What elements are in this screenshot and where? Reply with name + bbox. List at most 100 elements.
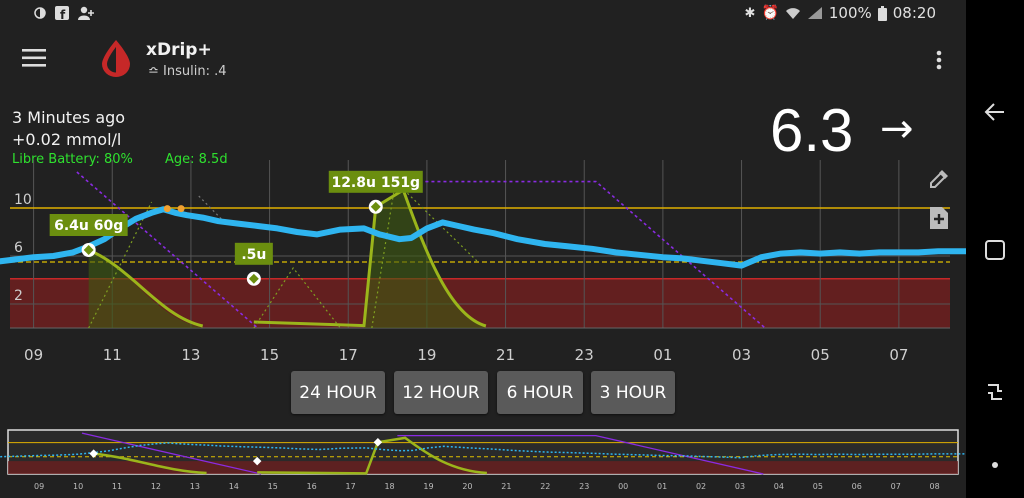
preview-x-tick-label: 01 [657,482,667,491]
preview-x-tick-label: 20 [462,482,472,491]
nav-dot [992,462,998,468]
x-tick-label: 11 [103,346,122,364]
brightness-icon [34,7,46,19]
y-tick-label: 6 [14,240,23,256]
status-left-icons: f [34,6,94,20]
hamburger-menu-icon[interactable] [22,48,46,68]
status-right: ✱ ⏰ 100% 08:20 [745,4,936,22]
preview-insulin-line [397,435,764,475]
glucose-line [0,206,966,269]
preview-x-tick-label: 19 [423,482,433,491]
bluetooth-icon: ✱ [744,5,756,21]
eyedropper-icon[interactable] [928,168,950,190]
sensor-battery: Libre Battery: 80% [12,152,133,167]
home-button[interactable] [966,220,1024,280]
treatment-marker-diamond [248,273,259,284]
x-tick-label: 01 [653,346,672,364]
preview-x-tick-label: 06 [852,482,862,491]
y-tick-label: 10 [14,192,32,208]
preview-carb-curve [93,452,207,475]
treatment-label: 12.8u 151g [331,175,420,191]
treatment-marker-diamond [83,245,94,255]
range-12-hour-button[interactable]: 12 HOUR [394,371,488,414]
x-tick-label: 03 [732,346,751,364]
preview-x-tick-label: 04 [774,482,784,491]
back-arrow-icon [984,103,1004,121]
carb-activity-area [363,190,486,328]
preview-x-tick-label: 07 [891,482,901,491]
carb-dotted-line [253,266,341,329]
preview-x-tick-label: 12 [151,482,161,491]
more-vert-icon[interactable] [936,50,942,70]
blood-drop-icon [102,40,130,77]
x-tick-label: 05 [811,346,830,364]
x-tick-label: 17 [339,346,358,364]
insulin-line [395,180,766,329]
treatment-label: .5u [241,247,266,263]
prediction-line [198,195,223,221]
calibration-point [177,205,185,213]
glucose-chart[interactable]: 10 6 2 6.4u 60g .5u 12.8u 151g 09 11 13 15 17 19 21 2… [0,160,966,370]
sensor-age: Age: 8.5d [165,152,228,167]
x-tick-label: 23 [575,346,594,364]
preview-treatment-marker [373,438,383,447]
app-toolbar: xDrip+ ≏ Insulin: .4 [0,30,966,90]
x-tick-label: 09 [24,346,43,364]
y-tick-label: 2 [14,288,23,304]
glucose-value: 6.3 [770,97,854,164]
add-person-icon [78,6,94,20]
carb-dotted-line [88,201,153,329]
home-square-icon [985,240,1005,260]
battery-icon [877,5,887,21]
recents-button[interactable] [966,362,1024,422]
preview-x-tick-label: 08 [930,482,940,491]
preview-x-tick-label: 14 [229,482,239,491]
app-title: xDrip+ [146,40,212,60]
preview-glucose-line [0,442,966,459]
treatment-label-bg [49,214,128,236]
range-6-hour-button[interactable]: 6 HOUR [497,371,583,414]
treatment-label-bg [234,242,273,265]
reading-age: 3 Minutes ago [12,108,126,127]
wifi-icon [785,8,800,19]
preview-x-tick-label: 23 [579,482,589,491]
x-tick-label: 19 [417,346,436,364]
preview-carb-curve [257,436,487,475]
facebook-icon: f [55,6,69,20]
preview-chart[interactable]: 09 10 11 12 13 14 15 16 17 18 19 20 21 22 23 00 01 02 03 04… [0,428,966,498]
battery-percent: 100% [828,4,872,22]
preview-x-tick-label: 16 [307,482,317,491]
preview-x-tick-label: 05 [813,482,823,491]
preview-x-tick-label: 13 [190,482,200,491]
preview-x-tick-label: 09 [34,482,44,491]
preview-insulin-line [81,432,262,475]
alarm-icon: ⏰ [761,5,779,21]
recents-icon [988,384,1002,400]
treatment-label-bg [328,170,423,193]
system-nav-bar [966,0,1024,498]
add-note-icon[interactable] [928,206,950,230]
clock: 08:20 [892,4,936,22]
carb-dotted-line [371,180,479,329]
preview-x-tick-label: 10 [73,482,83,491]
range-24-hour-button[interactable]: 24 HOUR [291,371,385,414]
calibration-point [163,205,171,213]
preview-x-tick-label: 11 [112,482,122,491]
treatment-label: 6.4u 60g [54,218,123,234]
x-tick-label: 07 [889,346,908,364]
range-3-hour-button[interactable]: 3 HOUR [591,371,675,414]
x-tick-label: 13 [181,346,200,364]
preview-x-tick-label: 22 [540,482,550,491]
preview-x-tick-label: 00 [618,482,628,491]
preview-x-tick-label: 21 [501,482,511,491]
trend-arrow: → [880,106,914,152]
svg-text:f: f [60,8,66,20]
preview-x-tick-label: 15 [268,482,278,491]
status-bar: f ✱ ⏰ 100% 08:20 [0,0,966,30]
app-screen: f ✱ ⏰ 100% 08:20 xDrip+ ≏ Insulin: .4 3 … [0,0,966,498]
back-button[interactable] [966,82,1024,142]
preview-x-tick-label: 03 [735,482,745,491]
signal-icon [807,7,822,19]
preview-x-tick-label: 02 [696,482,706,491]
preview-x-tick-label: 18 [384,482,394,491]
